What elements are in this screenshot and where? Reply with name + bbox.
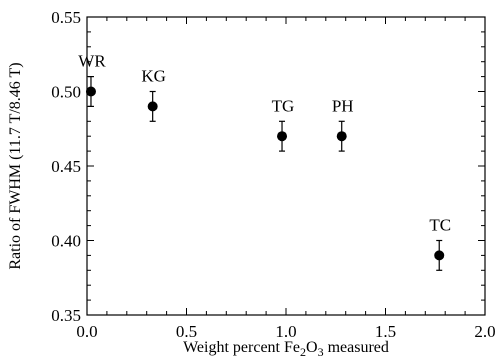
y-tick-label: 0.40 [51, 232, 81, 251]
y-tick-label: 0.50 [51, 83, 81, 102]
data-point-label: WR [78, 52, 106, 71]
data-point-label: PH [332, 96, 354, 115]
x-tick-label: 1.5 [375, 322, 396, 341]
data-point [277, 131, 288, 142]
y-axis-label: Ratio of FWHM (11.7 T/8.46 T) [7, 62, 24, 269]
y-tick-label: 0.35 [51, 306, 81, 325]
x-tick-label: 0.5 [176, 322, 197, 341]
data-point-label: TG [272, 96, 295, 115]
x-tick-label: 1.0 [275, 322, 296, 341]
point-labels: WR KG TG PH TC [78, 52, 451, 235]
plot-frame [86, 16, 486, 316]
y-tick-label: 0.45 [51, 157, 81, 176]
error-bars [87, 75, 443, 271]
data-point-label: TC [429, 216, 451, 235]
data-point [434, 250, 445, 261]
x-axis-label: Weight percent Fe2O3 measured [183, 339, 389, 358]
data-points [85, 86, 445, 261]
data-point-label: KG [141, 67, 166, 86]
data-point [336, 131, 347, 142]
data-point [147, 101, 158, 112]
plot-border [86, 16, 486, 316]
data-point [85, 86, 96, 97]
x-tick-label: 2.0 [474, 322, 495, 341]
y-tick-label: 0.55 [51, 8, 81, 27]
x-tick-label: 0.0 [76, 322, 97, 341]
axis-ticks: 0.0 0.5 1.0 1.5 2.0 0.35 0.40 0.45 0.50 0.55 [51, 8, 495, 341]
